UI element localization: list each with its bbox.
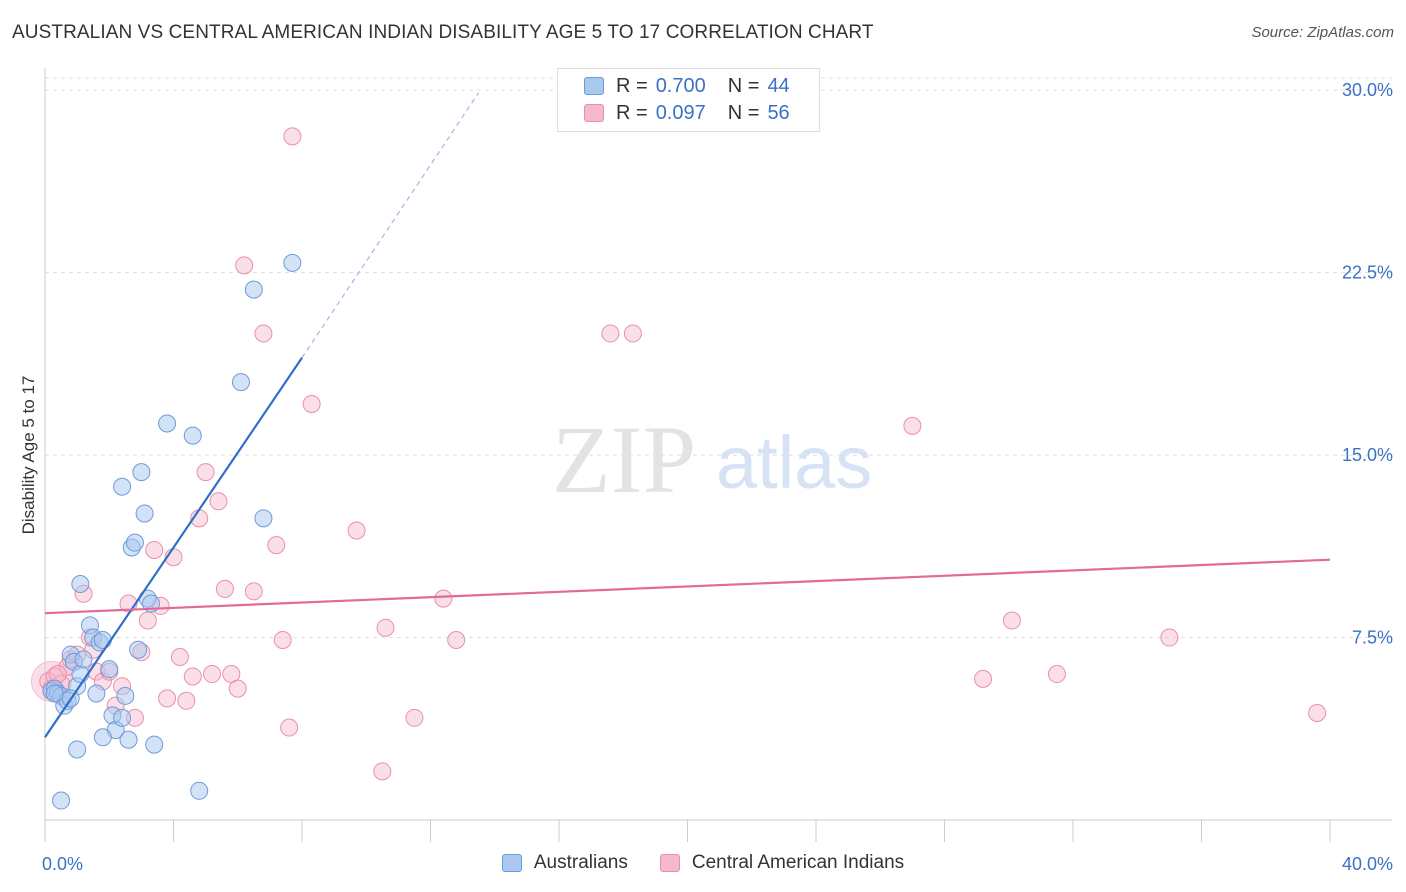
data-point [45, 684, 64, 703]
data-point [1047, 665, 1066, 684]
legend-swatch-blue [501, 854, 522, 872]
data-point [135, 504, 154, 523]
data-point [183, 426, 202, 445]
data-point [138, 611, 157, 630]
legend-r-value: 0.097 [655, 101, 706, 124]
legend-r-label: R = [616, 101, 648, 124]
data-point [71, 575, 90, 594]
data-point [903, 416, 922, 435]
legend-swatch-blue [584, 77, 604, 95]
data-point [158, 414, 177, 433]
data-point [228, 679, 247, 698]
data-point [183, 667, 202, 686]
data-point [601, 324, 620, 343]
data-point [302, 394, 321, 413]
data-point [113, 477, 132, 496]
trend-line-australians-extension [301, 92, 480, 359]
data-point [974, 669, 993, 688]
data-point [125, 533, 144, 552]
data-point [113, 708, 132, 727]
chart-title: AUSTRALIAN VS CENTRAL AMERICAN INDIAN DI… [12, 22, 874, 43]
data-point [196, 463, 215, 482]
x-tick-label: 0.0% [42, 854, 83, 874]
data-point [376, 618, 395, 637]
tick-labels: 7.5% 15.0% 22.5% 30.0% 0.0% 40.0% [42, 80, 1393, 874]
data-point [1308, 703, 1327, 722]
legend-n-value: 44 [767, 74, 790, 97]
data-point [283, 253, 302, 272]
data-point [1160, 628, 1179, 647]
legend-item-central-american-indians: Central American Indians [659, 852, 905, 874]
legend-swatch-pink [584, 104, 604, 122]
data-point [93, 630, 112, 649]
data-point [273, 630, 292, 649]
data-point [87, 684, 106, 703]
legend-r-value: 0.700 [655, 74, 706, 97]
legend-row-central-american-indians: R = 0.097 N = 56 [584, 101, 790, 125]
data-point [231, 373, 250, 392]
legend-label-central-american-indians: Central American Indians [691, 852, 905, 873]
data-point [119, 730, 138, 749]
source-label: Source: ZipAtlas.com [1251, 24, 1394, 41]
data-point [68, 740, 87, 759]
data-point [280, 718, 299, 737]
data-point [267, 536, 286, 555]
watermark-zip: ZIP [552, 406, 696, 513]
data-point [52, 791, 71, 810]
data-point [623, 324, 642, 343]
data-point [434, 589, 453, 608]
legend-n-value: 56 [767, 101, 790, 124]
data-point [100, 660, 119, 679]
legend-label-australians: Australians [533, 852, 628, 873]
legend-row-australians: R = 0.700 N = 44 [584, 74, 790, 98]
trend-line-australians [44, 357, 303, 738]
x-tick-label: 40.0% [1342, 854, 1393, 874]
data-point [203, 665, 222, 684]
data-point [244, 280, 263, 299]
data-point [283, 127, 302, 146]
trend-lines [44, 92, 1331, 738]
data-point [254, 509, 273, 528]
data-point [116, 686, 135, 705]
data-point [373, 762, 392, 781]
y-tick-label: 7.5% [1352, 628, 1393, 648]
data-point [209, 492, 228, 511]
legend-n-label: N = [727, 74, 760, 97]
y-axis-label: Disability Age 5 to 17 [19, 376, 38, 535]
data-point [158, 689, 177, 708]
series-legend: Australians Central American Indians [0, 852, 1406, 874]
data-point [132, 463, 151, 482]
y-tick-label: 15.0% [1342, 445, 1393, 465]
data-point [74, 650, 93, 669]
data-point [71, 665, 90, 684]
data-point [93, 728, 112, 747]
y-tick-label: 30.0% [1342, 80, 1393, 100]
data-point [235, 256, 254, 275]
watermark-atlas: atlas [716, 421, 872, 504]
data-point [145, 735, 164, 754]
data-point [254, 324, 273, 343]
data-point [244, 582, 263, 601]
trend-line-central-american-indians [44, 558, 1331, 615]
data-point [405, 708, 424, 727]
correlation-legend: R = 0.700 N = 44 R = 0.097 N = 56 [557, 68, 820, 132]
legend-swatch-pink [659, 854, 680, 872]
data-point [145, 540, 164, 559]
legend-item-australians: Australians [501, 852, 628, 874]
legend-n-label: N = [727, 101, 760, 124]
data-point [129, 640, 148, 659]
data-point [347, 521, 366, 540]
data-point [447, 630, 466, 649]
data-point [170, 648, 189, 667]
data-point [177, 691, 196, 710]
data-point [190, 781, 209, 800]
grid-lines [45, 77, 1392, 639]
data-point [1002, 611, 1021, 630]
legend-r-label: R = [616, 74, 648, 97]
data-point [215, 579, 234, 598]
y-tick-label: 22.5% [1342, 263, 1393, 283]
data-point [48, 665, 67, 684]
